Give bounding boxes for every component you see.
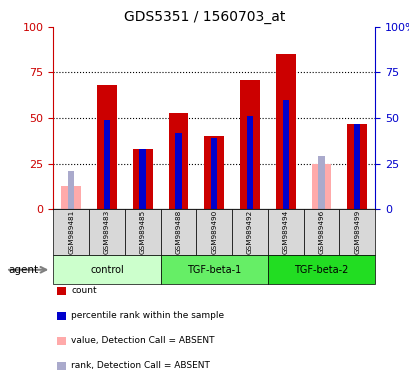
Bar [246, 116, 253, 209]
Text: agent: agent [9, 265, 39, 275]
Bar [133, 149, 152, 209]
Text: rank, Detection Call = ABSENT: rank, Detection Call = ABSENT [71, 361, 210, 370]
Text: GSM989494: GSM989494 [282, 210, 288, 255]
Text: GSM989485: GSM989485 [139, 210, 145, 255]
Text: GSM989488: GSM989488 [175, 210, 181, 255]
Text: TGF-beta-2: TGF-beta-2 [294, 265, 348, 275]
Text: GSM989490: GSM989490 [211, 210, 217, 255]
Text: count: count [71, 286, 97, 295]
Text: GSM989483: GSM989483 [104, 210, 110, 255]
Text: GSM989499: GSM989499 [353, 210, 360, 255]
Bar [103, 120, 110, 209]
Bar [97, 85, 117, 209]
Bar [68, 171, 74, 209]
Bar [61, 185, 81, 209]
Text: control: control [90, 265, 124, 275]
Text: GSM989481: GSM989481 [68, 210, 74, 255]
Bar [346, 124, 366, 209]
Bar [282, 100, 288, 209]
Bar [311, 164, 330, 209]
Bar [275, 54, 295, 209]
Text: GSM989496: GSM989496 [318, 210, 324, 255]
Text: GSM989492: GSM989492 [246, 210, 252, 255]
Bar [353, 124, 360, 209]
Bar [175, 133, 181, 209]
Text: percentile rank within the sample: percentile rank within the sample [71, 311, 224, 320]
Bar [139, 149, 146, 209]
Bar [168, 113, 188, 209]
Bar [317, 156, 324, 209]
Text: GDS5351 / 1560703_at: GDS5351 / 1560703_at [124, 10, 285, 23]
Bar [240, 80, 259, 209]
Bar [211, 138, 217, 209]
Text: value, Detection Call = ABSENT: value, Detection Call = ABSENT [71, 336, 214, 345]
Text: TGF-beta-1: TGF-beta-1 [187, 265, 241, 275]
Bar [204, 136, 223, 209]
